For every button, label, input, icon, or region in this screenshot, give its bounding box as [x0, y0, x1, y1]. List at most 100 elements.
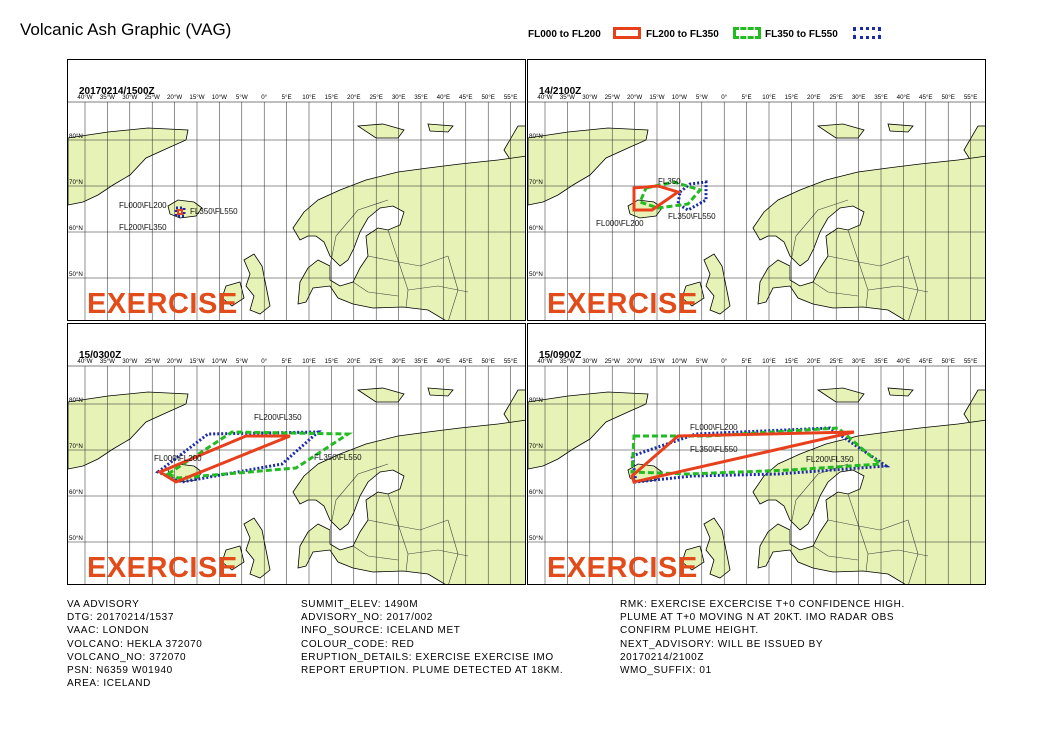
lon-label: 40°W — [537, 358, 552, 365]
advisory-line: AREA: ICELAND — [67, 678, 151, 690]
lon-label: 55°E — [504, 94, 517, 101]
lon-label: 30°E — [392, 94, 405, 101]
flight-level-annotation: FL200\FL350 — [254, 413, 302, 422]
lon-label: 25°E — [829, 94, 842, 101]
lon-label: 40°W — [77, 358, 92, 365]
lat-label: 80°N — [69, 397, 83, 404]
lon-label: 45°E — [919, 94, 932, 101]
lon-label: 0° — [261, 94, 267, 101]
lon-label: 15°W — [649, 358, 664, 365]
lon-label: 40°E — [897, 358, 910, 365]
lon-label: 40°E — [897, 94, 910, 101]
land-area — [221, 281, 245, 307]
land-area — [752, 419, 985, 584]
panel-title: 20170214/1500Z — [79, 86, 155, 97]
country-border — [387, 229, 409, 309]
advisory-column-1: VA ADVISORY DTG: 20170214/1537 VAAC: LON… — [67, 598, 202, 690]
land-area — [887, 123, 914, 133]
flight-level-annotation: FL350\FL550 — [314, 453, 362, 462]
ash-cloud-outline — [164, 430, 353, 480]
country-border — [352, 281, 399, 297]
land-area — [703, 253, 731, 315]
flight-level-annotation: FL000\FL200 — [690, 423, 738, 432]
lat-label: 60°N — [529, 225, 543, 232]
land-area — [356, 123, 405, 139]
lon-label: 20°W — [627, 358, 642, 365]
advisory-line: SUMMIT_ELEV: 1490M — [301, 599, 419, 610]
land-area — [816, 123, 865, 139]
advisory-line: PLUME AT T+0 MOVING N AT 20KT. IMO RADAR… — [620, 612, 895, 624]
lon-label: 5°E — [282, 358, 292, 365]
country-border — [367, 255, 449, 267]
lon-label: 5°W — [696, 358, 708, 365]
advisory-line: CONFIRM PLUME HEIGHT. — [620, 625, 759, 637]
advisory-line: DTG: 20170214/1537 — [67, 612, 174, 624]
lon-label: 35°E — [874, 94, 887, 101]
lon-label: 35°E — [874, 358, 887, 365]
lat-label: 50°N — [69, 535, 83, 542]
land-area — [292, 155, 525, 320]
lat-label: 60°N — [69, 225, 83, 232]
advisory-line: VOLCANO: HEKLA 372070 — [67, 638, 203, 650]
lat-label: 50°N — [529, 535, 543, 542]
ash-cloud-outline — [630, 430, 855, 484]
country-border — [352, 545, 399, 561]
country-border — [789, 463, 849, 531]
advisory-line: REPORT ERUPTION. PLUME DETECTED AT 18KM. — [301, 665, 564, 677]
advisory-line: RMK: EXERCISE EXCERCISE T+0 CONFIDENCE H… — [620, 599, 905, 610]
land-area — [816, 387, 865, 403]
country-border — [847, 493, 869, 573]
advisory-line: VOLCANO_NO: 372070 — [67, 651, 187, 663]
lon-label: 30°W — [122, 358, 137, 365]
lon-label: 30°E — [392, 358, 405, 365]
lon-label: 45°E — [459, 358, 472, 365]
lon-label: 35°W — [560, 358, 575, 365]
legend-swatch-fl000-fl200 — [613, 27, 641, 39]
lon-label: 15°W — [189, 358, 204, 365]
ash-cloud-outline — [177, 209, 183, 215]
lon-label: 10°W — [672, 358, 687, 365]
lon-label: 10°E — [302, 94, 315, 101]
map-canvas: 40°W 35°W 30°W 25°W 20°W 15°W 10°W 5°W 0° 5°E 10°E… — [68, 324, 525, 584]
lon-label: 45°E — [919, 358, 932, 365]
country-border — [447, 519, 459, 584]
lon-label: 40°E — [437, 358, 450, 365]
flight-level-annotation: FL000\FL200 — [596, 219, 644, 228]
lon-label: 10°W — [212, 94, 227, 101]
lat-label: 70°N — [529, 179, 543, 186]
flight-level-annotation: FL350\FL550 — [190, 207, 238, 216]
flight-level-annotation: FL000\FL200 — [154, 454, 202, 463]
lon-label: 20°W — [627, 94, 642, 101]
flight-level-annotation: FL000\FL200 — [119, 201, 167, 210]
advisory-line: VA ADVISORY — [67, 599, 140, 610]
country-border — [907, 519, 919, 584]
lon-label: 30°W — [582, 358, 597, 365]
lon-label: 15°E — [785, 358, 798, 365]
advisory-line: VAAC: LONDON — [67, 625, 150, 637]
map-panel-3: 15/0300Z 40°W 35°W 30°W 25°W 20°W 15°W 10°W 5°W… — [67, 323, 526, 585]
country-border — [812, 281, 859, 297]
map-panel-2: 14/2100Z 40°W 35°W 30°W 25°W 20°W 15°W 10°W 5°W… — [527, 59, 986, 321]
lon-label: 20°E — [807, 358, 820, 365]
lat-label: 60°N — [69, 489, 83, 496]
lon-label: 25°E — [369, 358, 382, 365]
lon-label: 15°W — [649, 94, 664, 101]
exercise-watermark: EXERCISE — [87, 288, 238, 320]
page-title: Volcanic Ash Graphic (VAG) — [20, 20, 232, 39]
map-panel-4: 15/0900Z 40°W 35°W 30°W 25°W 20°W 15°W 10°W 5°W… — [527, 323, 986, 585]
lon-label: 0° — [261, 358, 267, 365]
lon-label: 35°E — [414, 358, 427, 365]
lon-label: 5°E — [282, 94, 292, 101]
flight-level-annotation: FL350\FL550 — [668, 212, 716, 221]
lat-label: 50°N — [529, 271, 543, 278]
lon-label: 20°E — [807, 94, 820, 101]
flight-level-annotation: FL200\FL350 — [119, 223, 167, 232]
legend-label-fl350-fl550: FL350 to FL550 — [765, 29, 838, 40]
country-border — [812, 545, 859, 561]
land-area — [752, 155, 985, 320]
lon-label: 25°E — [829, 358, 842, 365]
lon-label: 5°W — [236, 358, 248, 365]
country-border — [367, 519, 449, 531]
exercise-watermark: EXERCISE — [547, 288, 698, 320]
land-area — [292, 419, 525, 584]
